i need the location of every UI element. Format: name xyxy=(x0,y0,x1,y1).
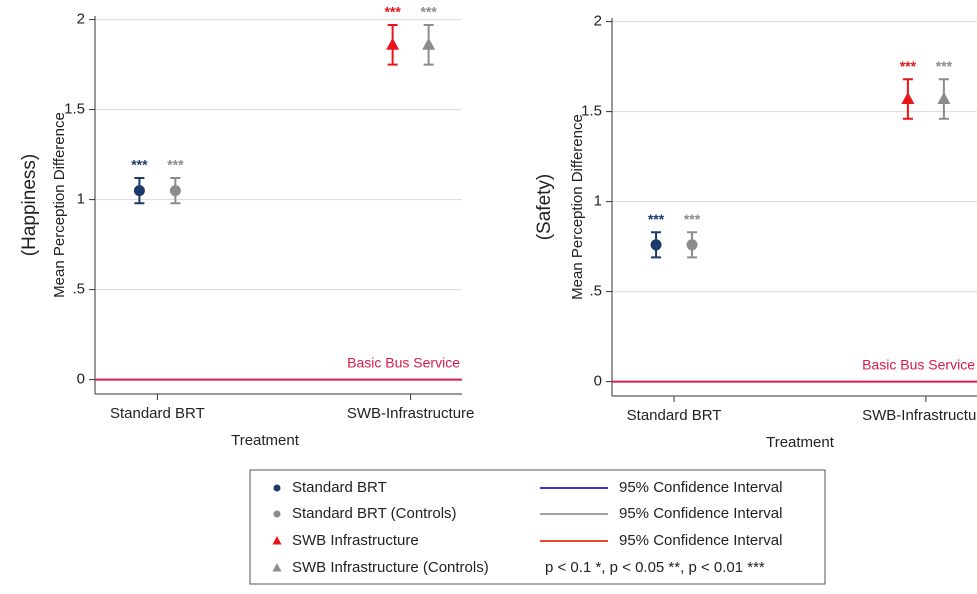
significance-label: *** xyxy=(420,4,437,20)
reference-label: Basic Bus Service xyxy=(347,354,460,370)
marker xyxy=(650,239,662,251)
x-tick-label: Standard BRT xyxy=(627,407,722,424)
y-tick-label: 2 xyxy=(77,11,85,28)
significance-label: *** xyxy=(167,157,184,173)
legend-label: 95% Confidence Interval xyxy=(619,479,782,496)
y-axis-label: Mean Perception Difference xyxy=(51,112,68,298)
significance-label: *** xyxy=(384,4,401,20)
marker xyxy=(937,92,951,104)
y-tick-label: 1.5 xyxy=(581,103,602,120)
legend-box xyxy=(249,469,826,585)
x-tick-label: SWB-Infrastructure xyxy=(347,405,475,422)
legend-label: SWB Infrastructure (Controls) xyxy=(292,559,489,576)
significance-note: p < 0.1 *, p < 0.05 **, p < 0.01 *** xyxy=(545,559,765,576)
marker xyxy=(133,185,145,197)
x-tick-label: SWB-Infrastructure xyxy=(862,407,977,424)
y-tick-label: 0 xyxy=(77,371,85,388)
significance-label: *** xyxy=(131,157,148,173)
reference-label: Basic Bus Service xyxy=(862,356,975,372)
legend-label: Standard BRT (Controls) xyxy=(292,505,457,522)
legend-label: 95% Confidence Interval xyxy=(619,505,782,522)
legend-marker xyxy=(273,484,281,492)
legend-marker xyxy=(273,510,281,518)
legend-label: SWB Infrastructure xyxy=(292,532,419,549)
legend-marker xyxy=(272,536,282,545)
x-axis-label: Treatment xyxy=(231,432,300,449)
marker xyxy=(169,185,181,197)
legend-label: Standard BRT xyxy=(292,479,387,496)
marker xyxy=(901,92,915,104)
y-tick-label: 1.5 xyxy=(64,101,85,118)
significance-label: *** xyxy=(936,58,953,74)
y-tick-label: .5 xyxy=(72,281,85,298)
y-axis-label-outer: (Happiness) xyxy=(19,154,40,256)
significance-label: *** xyxy=(900,58,917,74)
significance-label: *** xyxy=(684,211,701,227)
legend-label: 95% Confidence Interval xyxy=(619,532,782,549)
marker xyxy=(686,239,698,251)
legend-marker xyxy=(272,563,282,572)
y-tick-label: .5 xyxy=(589,283,602,300)
x-tick-label: Standard BRT xyxy=(110,405,205,422)
y-tick-label: 1 xyxy=(594,193,602,210)
x-axis-label: Treatment xyxy=(766,434,835,451)
marker xyxy=(386,37,400,50)
y-axis-label: Mean Perception Difference xyxy=(569,114,586,300)
y-tick-label: 1 xyxy=(77,191,85,208)
marker xyxy=(422,37,436,50)
y-tick-label: 0 xyxy=(594,373,602,390)
y-axis-label-outer: (Safety) xyxy=(534,174,555,241)
y-tick-label: 2 xyxy=(594,13,602,30)
significance-label: *** xyxy=(648,211,665,227)
